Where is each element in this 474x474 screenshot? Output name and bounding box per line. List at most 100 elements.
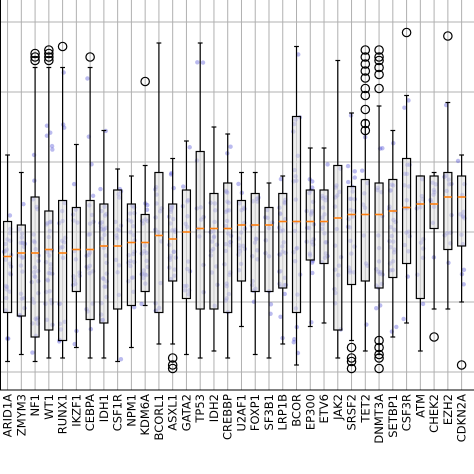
x-tick-label: IDH2 bbox=[207, 394, 221, 422]
outlier-marker bbox=[374, 349, 384, 360]
data-point bbox=[21, 201, 26, 207]
box-JAK2 bbox=[333, 164, 343, 331]
x-tick-label: JAK2 bbox=[331, 394, 345, 421]
outlier-marker bbox=[346, 356, 357, 367]
x-tick-label: EZH2 bbox=[441, 394, 455, 425]
data-point bbox=[380, 146, 385, 151]
outlier-marker bbox=[30, 52, 40, 62]
box-GATA2 bbox=[181, 189, 192, 300]
data-point bbox=[446, 260, 451, 265]
outlier-marker bbox=[360, 90, 371, 101]
x-tick-label: FOXP1 bbox=[248, 394, 262, 431]
data-point bbox=[195, 60, 200, 65]
x-tick-label: ZMYM3 bbox=[14, 394, 28, 436]
x-tick-label: ATM bbox=[413, 394, 427, 418]
data-point bbox=[345, 163, 351, 169]
data-point bbox=[325, 162, 330, 167]
outlier-marker bbox=[44, 45, 54, 55]
box-WT1 bbox=[44, 210, 54, 331]
x-tick-label: NF1 bbox=[28, 394, 42, 417]
box-SETBP1 bbox=[388, 178, 398, 279]
data-point bbox=[49, 143, 55, 149]
data-point bbox=[461, 282, 466, 287]
x-tick-labels: ARID1A ZMYM3 NF1 WT1 RUNX1 IKZF1 CEBPA IDH1 CSF1… bbox=[1, 394, 469, 444]
boxes bbox=[2, 27, 467, 374]
data-point bbox=[85, 76, 90, 81]
data-point bbox=[310, 270, 315, 276]
outlier-marker bbox=[167, 353, 178, 363]
outlier-marker bbox=[346, 342, 357, 353]
box-NF1 bbox=[30, 196, 40, 338]
data-point bbox=[291, 340, 296, 345]
x-tick-label: BCOR bbox=[290, 394, 304, 427]
outlier-marker bbox=[360, 73, 371, 83]
x-tick-label: ARID1A bbox=[1, 394, 15, 437]
box-CSF1R bbox=[113, 189, 123, 310]
box-ZMYM3 bbox=[16, 224, 26, 317]
box-SF3B1 bbox=[264, 206, 274, 293]
box-EP300 bbox=[305, 189, 315, 261]
data-point bbox=[352, 169, 357, 174]
data-point bbox=[346, 179, 351, 185]
data-point bbox=[420, 301, 426, 307]
data-point bbox=[181, 184, 186, 189]
box-BCORL1 bbox=[154, 171, 164, 314]
box-IDH2 bbox=[209, 192, 219, 310]
box-IDH1 bbox=[99, 203, 109, 324]
x-tick-label: U2AF1 bbox=[234, 394, 248, 432]
data-point bbox=[359, 168, 365, 173]
box-CEBPA bbox=[85, 199, 95, 321]
outlier-marker bbox=[167, 363, 178, 374]
box-SRSF2 bbox=[346, 185, 357, 286]
x-tick-label: EP300 bbox=[303, 394, 317, 430]
x-tick-label: BCORL1 bbox=[152, 394, 166, 440]
outlier-marker bbox=[374, 335, 384, 346]
outlier-marker bbox=[30, 55, 40, 66]
outlier-marker bbox=[167, 360, 178, 370]
outlier-marker bbox=[374, 353, 384, 363]
data-point bbox=[32, 178, 37, 183]
x-tick-label: ASXL1 bbox=[166, 394, 180, 431]
data-point bbox=[394, 324, 399, 330]
outlier-marker bbox=[44, 55, 54, 66]
box-BCOR bbox=[291, 115, 302, 314]
box-CREBBP bbox=[223, 182, 233, 314]
data-point bbox=[88, 326, 94, 332]
x-tick-label: CREBBP bbox=[221, 394, 235, 440]
data-point bbox=[296, 52, 301, 57]
x-tick-label: LRP1B bbox=[276, 394, 290, 431]
data-point bbox=[200, 60, 206, 65]
data-point bbox=[98, 186, 103, 192]
box-ATM bbox=[415, 175, 425, 300]
x-tick-label: CSF1R bbox=[111, 394, 125, 431]
outlier-marker bbox=[30, 48, 40, 59]
data-point bbox=[461, 267, 467, 273]
x-tick-label: NPM1 bbox=[124, 394, 138, 427]
outlier-marker bbox=[360, 104, 371, 115]
outlier-marker bbox=[57, 41, 68, 52]
x-tick-label: IKZF1 bbox=[69, 394, 83, 427]
x-tick-label: ETV6 bbox=[317, 394, 331, 423]
box-U2AF1 bbox=[236, 199, 247, 282]
data-point bbox=[6, 336, 11, 341]
x-tick-label: CSF3R bbox=[400, 394, 414, 431]
data-point bbox=[7, 213, 13, 218]
data-point bbox=[118, 356, 124, 362]
data-point bbox=[278, 314, 283, 319]
data-point bbox=[187, 145, 192, 150]
outlier-marker bbox=[374, 69, 384, 80]
data-point bbox=[402, 105, 407, 110]
data-point bbox=[44, 133, 50, 138]
data-point bbox=[374, 306, 379, 311]
data-point bbox=[144, 207, 150, 213]
outlier-marker bbox=[360, 118, 371, 129]
box-ASXL1 bbox=[168, 203, 178, 282]
box-FOXP1 bbox=[250, 192, 260, 293]
box-KDM6A bbox=[140, 213, 150, 293]
outlier-marker bbox=[85, 52, 95, 62]
outlier-marker bbox=[44, 48, 54, 59]
outlier-marker bbox=[346, 353, 357, 363]
data-point bbox=[309, 260, 315, 265]
x-tick-label: CDKN2A bbox=[455, 394, 469, 442]
outlier-marker bbox=[374, 62, 384, 73]
